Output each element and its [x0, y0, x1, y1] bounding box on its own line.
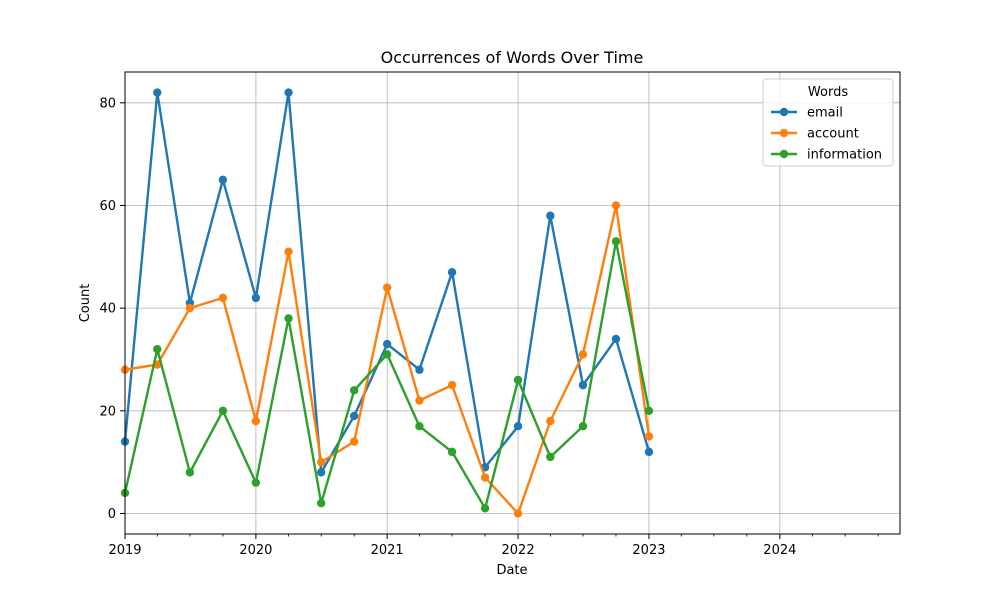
data-point-information	[415, 422, 424, 431]
y-tick-label: 40	[99, 302, 116, 317]
chart-title: Occurrences of Words Over Time	[381, 48, 644, 67]
x-tick-label: 2021	[371, 543, 404, 558]
plot-frame	[124, 71, 901, 535]
data-point-information	[447, 447, 457, 457]
data-point-information	[578, 422, 588, 431]
data-point-account	[251, 416, 261, 426]
legend-entries: email account information	[771, 106, 882, 163]
legend-marker	[779, 128, 789, 138]
x-tick-label: 2020	[239, 543, 272, 558]
legend-label: email	[807, 106, 843, 121]
data-point-information	[611, 237, 621, 246]
data-point-email	[218, 175, 228, 184]
data-point-account	[611, 201, 621, 210]
y-tick-label: 0	[108, 507, 116, 522]
x-tick-label: 2022	[502, 543, 535, 558]
data-point-information	[480, 504, 490, 513]
legend-entry-account: account	[771, 127, 859, 142]
data-point-information	[316, 499, 326, 508]
data-point-email	[415, 365, 424, 374]
data-point-information	[218, 406, 228, 415]
legend-entry-email: email	[771, 106, 843, 121]
data-point-email	[513, 422, 523, 431]
y-tick-label: 80	[99, 96, 116, 111]
data-point-information	[349, 386, 359, 395]
x-tick-label: 2024	[763, 543, 796, 558]
data-point-information	[251, 478, 261, 487]
y-axis-label: Count	[78, 284, 93, 323]
series-account	[120, 201, 654, 518]
data-point-email	[447, 268, 457, 277]
data-point-information	[284, 314, 293, 323]
data-point-email	[153, 88, 162, 97]
data-point-account	[513, 509, 523, 518]
data-point-account	[480, 473, 490, 482]
series-email	[120, 88, 654, 477]
data-point-account	[382, 283, 392, 292]
data-point-information	[185, 468, 195, 477]
tick-layer: 2019 2020 2021 2022 2023 2024 0 20 40 60 80	[99, 96, 879, 558]
data-point-email	[349, 411, 359, 421]
data-point-account	[546, 416, 555, 426]
data-point-email	[546, 211, 555, 220]
y-tick-label: 60	[99, 199, 116, 214]
data-point-account	[316, 457, 326, 467]
data-point-account	[644, 432, 654, 441]
data-point-email	[251, 293, 261, 303]
data-point-information	[644, 406, 654, 415]
series-layer	[120, 88, 654, 518]
data-point-information	[513, 375, 523, 385]
x-tick-label: 2019	[108, 543, 141, 558]
legend-marker	[779, 149, 789, 159]
series-information	[120, 237, 654, 513]
data-point-account	[578, 350, 588, 359]
data-point-account	[284, 247, 293, 256]
y-tick-label: 20	[99, 404, 116, 419]
x-axis-label: Date	[496, 563, 527, 578]
data-point-email	[578, 380, 588, 390]
legend-entry-information: information	[771, 148, 882, 163]
data-point-email	[284, 88, 293, 97]
legend-marker	[779, 107, 789, 117]
data-point-information	[382, 350, 392, 359]
data-point-email	[611, 334, 621, 344]
legend-box	[762, 78, 894, 167]
legend-label: account	[807, 127, 859, 142]
legend: Words email account information	[762, 78, 894, 167]
data-point-email	[316, 468, 326, 477]
data-point-account	[447, 380, 457, 390]
x-tick-label: 2023	[632, 543, 665, 558]
legend-title: Words	[808, 85, 848, 100]
data-point-email	[382, 339, 392, 349]
data-point-account	[415, 396, 424, 405]
data-point-account	[185, 303, 195, 313]
data-point-information	[546, 452, 555, 462]
data-point-information	[153, 345, 162, 354]
data-point-account	[218, 293, 228, 303]
data-point-account	[349, 437, 359, 446]
data-point-email	[644, 447, 654, 457]
legend-label: information	[807, 148, 882, 163]
